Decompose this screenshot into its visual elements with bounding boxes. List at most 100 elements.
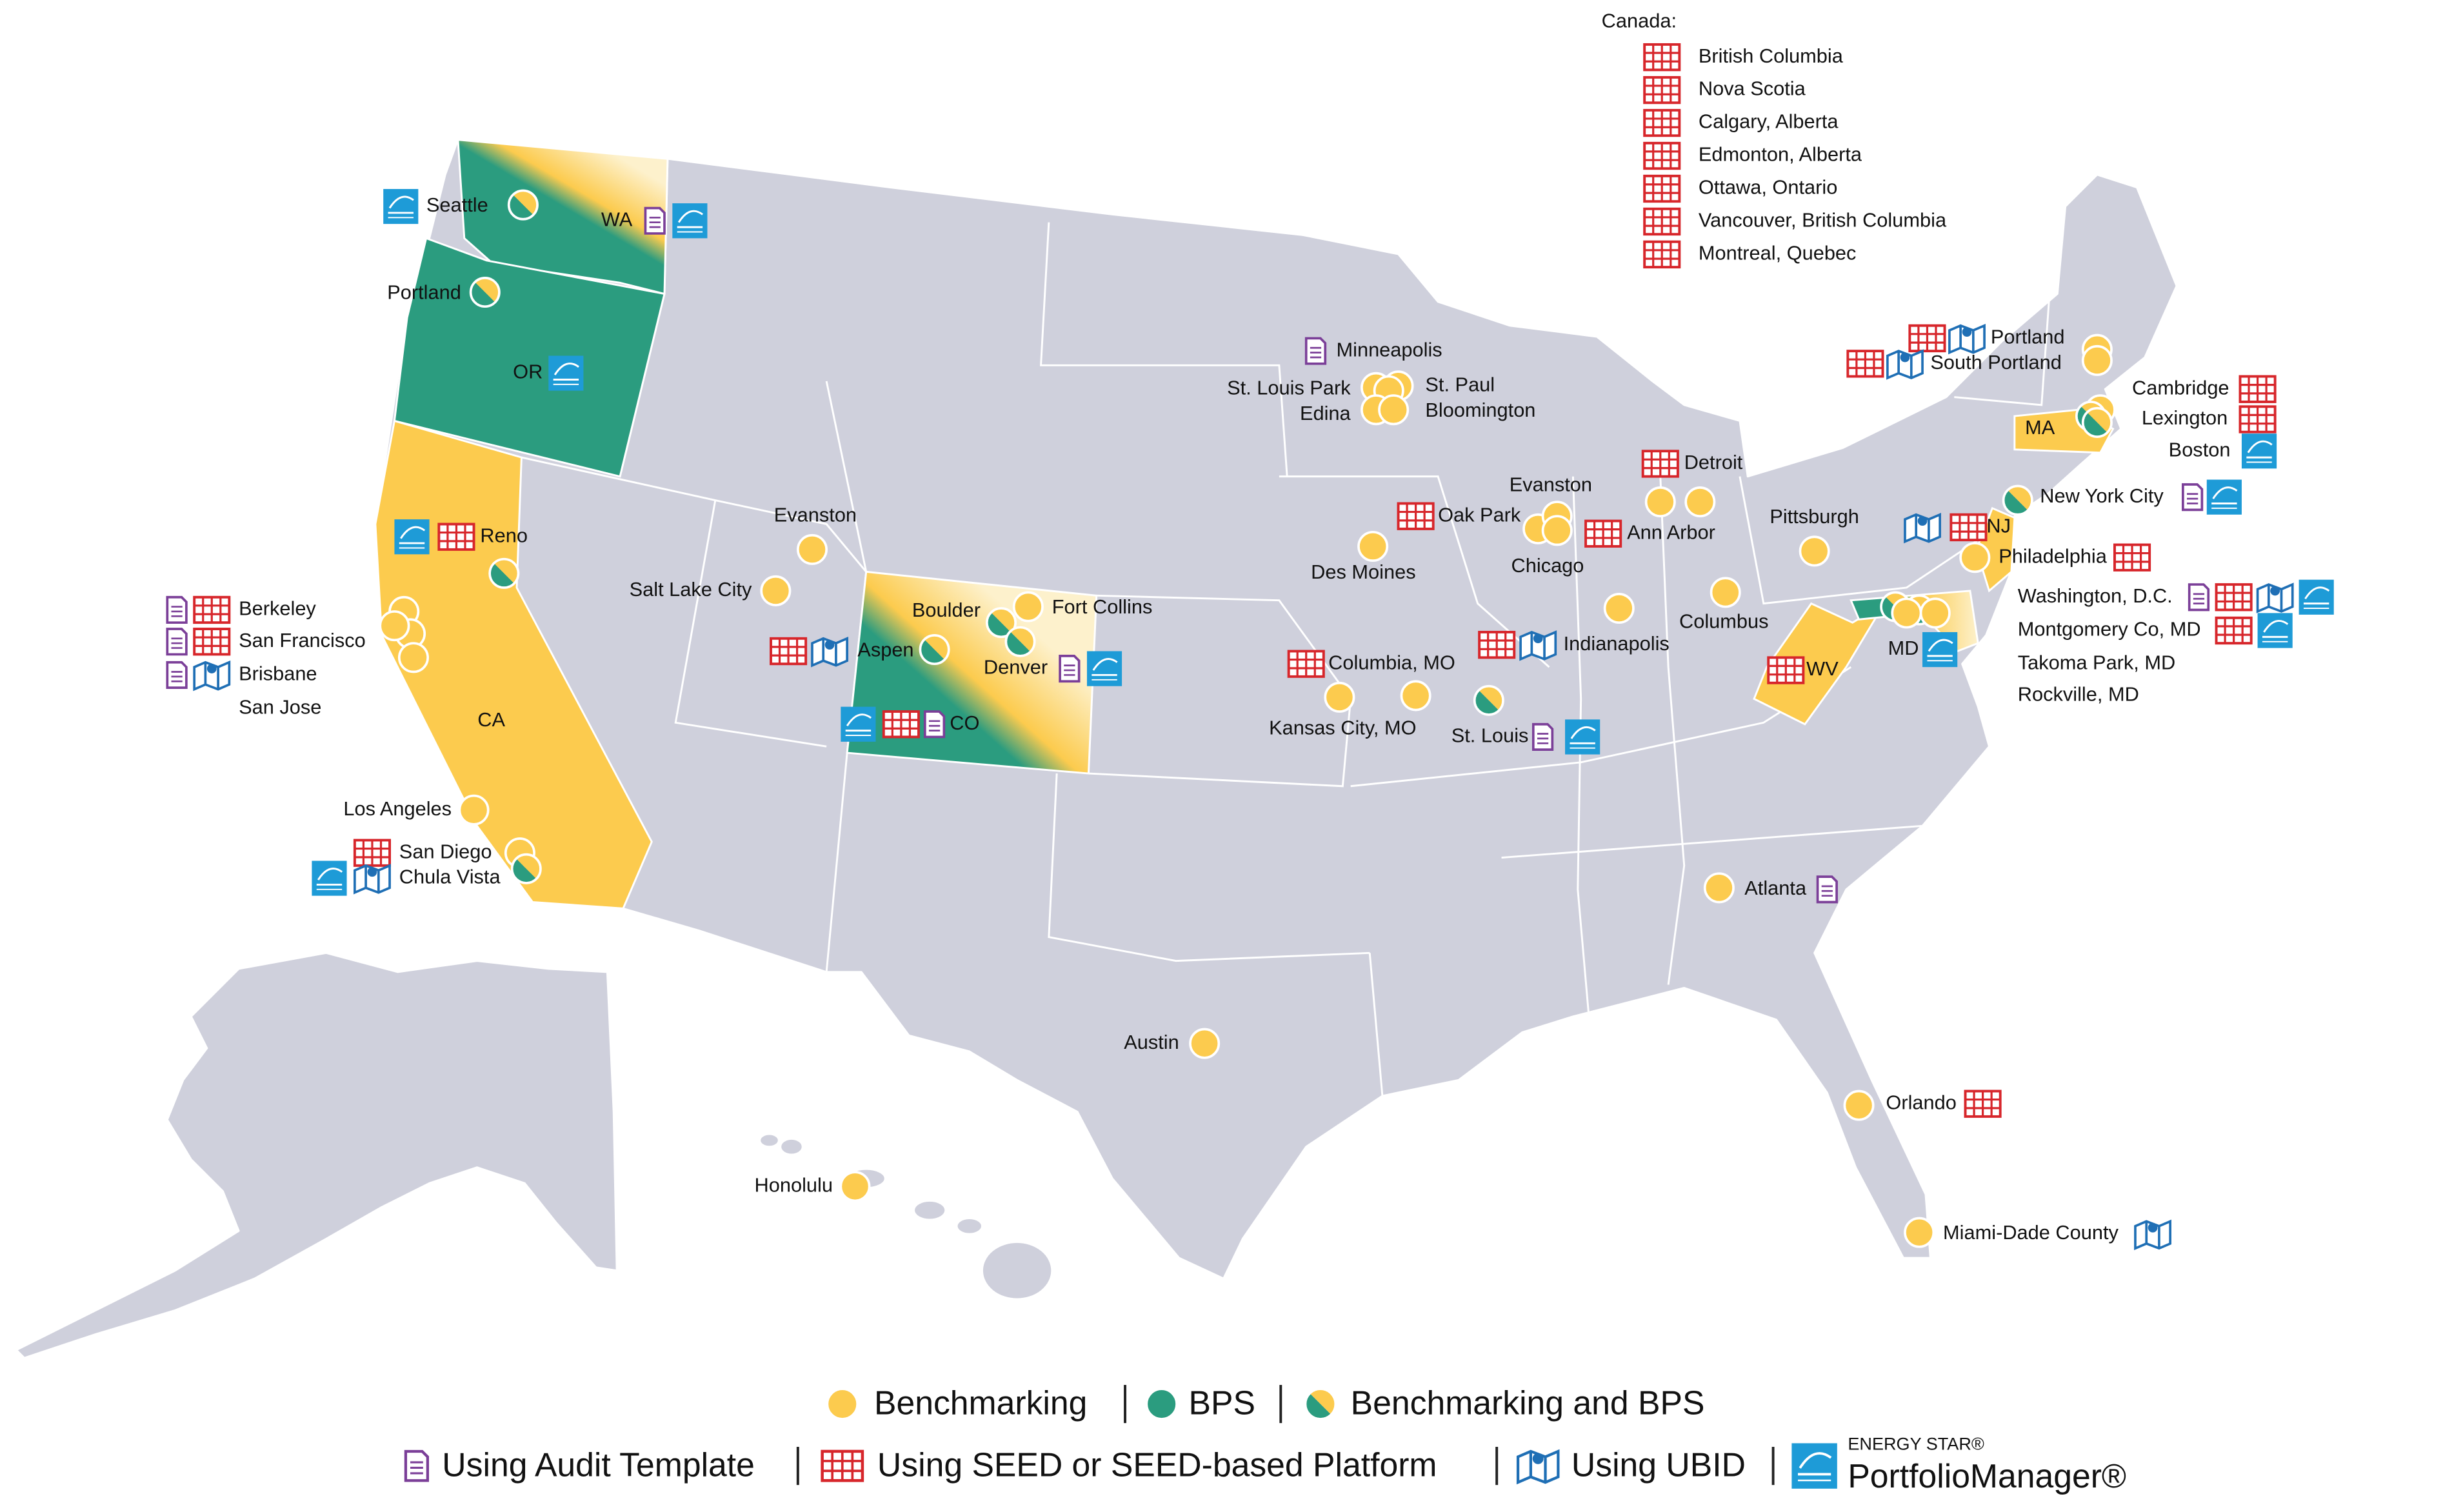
program-dot: [1012, 591, 1044, 622]
dot: [1703, 872, 1735, 904]
dot-outline: [985, 607, 1017, 639]
seed-icon: [1584, 519, 1622, 548]
icon-frame: [2182, 483, 2204, 512]
city-label: Pittsburgh: [1770, 505, 1859, 528]
program-dot: [2081, 344, 2113, 376]
dot-outline: [469, 277, 501, 308]
icon-arc: [1928, 639, 1953, 652]
seed-icon: [1287, 650, 1325, 678]
dot-half: [494, 559, 519, 584]
dot-half: [512, 859, 537, 883]
program-dot: [2081, 406, 2113, 438]
dot-half: [2003, 490, 2028, 515]
program-dot: [1400, 680, 1431, 711]
alaska: [15, 951, 618, 1359]
canada-city: Calgary, Alberta: [1699, 110, 1839, 133]
audit-icon: [1059, 655, 1081, 683]
icon-pin: [1962, 327, 1972, 337]
city-label: Kansas City, MO: [1269, 716, 1417, 739]
canada-city: British Columbia: [1699, 45, 1844, 67]
icon-arc: [2263, 619, 2289, 633]
program-dot: [510, 853, 542, 884]
program-dot: [458, 794, 490, 826]
city-label: St. Paul: [1425, 373, 1495, 395]
icon-arc: [317, 868, 343, 880]
seed-icon: [2215, 583, 2253, 612]
dot-outline: [2002, 484, 2033, 516]
icon-frame: [2188, 583, 2210, 612]
dot: [839, 1171, 871, 1202]
city-label: Montgomery Co, MD: [2018, 618, 2201, 641]
city-label: Boston: [2169, 438, 2231, 461]
program-dot: [1603, 593, 1635, 624]
icon-frame: [1531, 722, 1554, 751]
seed-icon: [353, 839, 392, 867]
dot-half: [2082, 412, 2108, 437]
program-dot: [1189, 1028, 1221, 1059]
program-dot: [1378, 394, 1410, 426]
dot: [1400, 680, 1431, 711]
legend-label: Benchmarking: [874, 1384, 1087, 1422]
program-dot: [379, 610, 410, 642]
canada-heading: Canada:: [1602, 10, 1677, 32]
city-label: Indianapolis: [1564, 632, 1670, 655]
ubid-icon: [1886, 349, 1924, 380]
icon-arc: [2247, 440, 2273, 453]
program-dot: [1919, 597, 1951, 629]
state-label: NJ: [1986, 515, 2011, 537]
audit-icon: [1531, 722, 1554, 751]
icon-frame: [2206, 479, 2242, 515]
legend-label: Benchmarking and BPS: [1351, 1384, 1705, 1422]
dot-half: [513, 190, 538, 215]
program-dot: [919, 634, 950, 666]
dot-half: [1310, 1389, 1336, 1415]
state-label: MD: [1888, 637, 1919, 659]
icon-arc: [553, 363, 579, 375]
dot: [379, 610, 410, 642]
program-dot: [2002, 484, 2033, 516]
seed-icon: [1397, 502, 1435, 530]
energystar-icon: [2206, 479, 2242, 515]
legend: Benchmarking BPS Benchmarking and BPS Using…: [404, 1384, 2126, 1495]
city-label: Boulder: [912, 599, 981, 621]
icon-arc: [1570, 726, 1596, 739]
city-label: Edina: [1300, 402, 1351, 424]
dot: [1799, 535, 1830, 567]
program-dot: [469, 277, 501, 308]
state-label: CA: [477, 708, 505, 731]
canada-city: Vancouver, British Columbia: [1699, 209, 1947, 232]
state-label: CO: [950, 711, 979, 734]
dot: [796, 533, 828, 565]
city-label: Evanston: [1510, 473, 1592, 496]
program-dot: [839, 1171, 871, 1202]
energystar-icon: [1922, 632, 1958, 668]
dot-half: [1479, 686, 1503, 711]
dot: [1959, 542, 1991, 573]
city-label: Reno: [480, 524, 528, 546]
ubid-icon: [193, 660, 231, 691]
seed-icon: [1643, 141, 1681, 170]
icon-pin: [1900, 352, 1910, 363]
city-label: Atlanta: [1744, 877, 1807, 899]
state-label: MA: [2025, 416, 2055, 439]
icon-arc: [2212, 486, 2238, 499]
ubid-icon: [1948, 323, 1986, 355]
dot-half: [470, 282, 495, 307]
seed-icon: [1908, 324, 1946, 353]
city-label: San Francisco: [239, 629, 366, 652]
city-label: Des Moines: [1311, 561, 1415, 583]
icon-frame: [394, 519, 430, 555]
state-label: WV: [1806, 657, 1839, 680]
audit-icon: [644, 206, 666, 235]
seed-icon: [1643, 207, 1681, 236]
seed-icon: [2113, 543, 2151, 572]
icon-arc: [677, 210, 703, 223]
city-label: Chicago: [1511, 554, 1584, 577]
city-label: Portland: [387, 281, 461, 304]
icon-frame: [193, 660, 231, 691]
dot: [1843, 1089, 1875, 1121]
icon-frame: [841, 706, 876, 742]
dot: [1357, 530, 1389, 562]
